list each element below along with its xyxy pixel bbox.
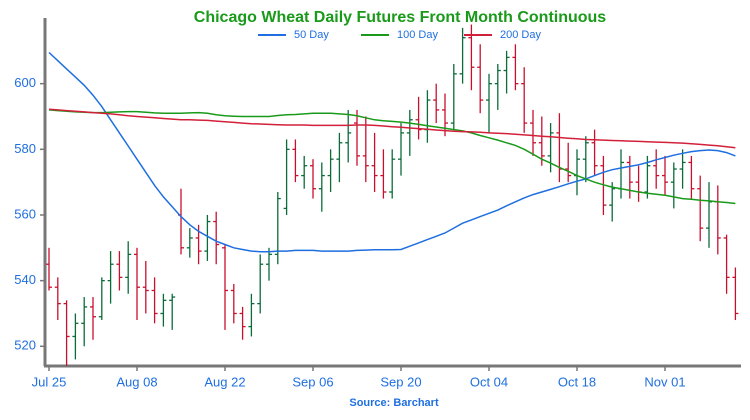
source-note: Source: Barchart	[349, 397, 439, 409]
y-tick-label: 560	[14, 206, 36, 221]
legend-label: 200 Day	[500, 29, 541, 41]
x-tick-label: Sep 06	[292, 374, 333, 389]
moving-average-line	[48, 51, 736, 253]
x-tick-label: Aug 22	[204, 374, 245, 389]
moving-average-line	[48, 109, 736, 205]
chart-title: Chicago Wheat Daily Futures Front Month …	[194, 9, 607, 26]
x-tick-label: Sep 20	[380, 374, 421, 389]
x-tick-label: Oct 18	[558, 374, 596, 389]
x-tick-label: Aug 08	[116, 374, 157, 389]
y-tick-label: 540	[14, 272, 36, 287]
y-tick-label: 520	[14, 338, 36, 353]
x-tick-label: Nov 01	[644, 374, 685, 389]
y-tick-label: 580	[14, 141, 36, 156]
y-tick-label: 600	[14, 75, 36, 90]
x-tick-label: Oct 04	[470, 374, 508, 389]
legend-label: 50 Day	[294, 29, 329, 41]
legend-label: 100 Day	[397, 29, 438, 41]
moving-average-line	[48, 108, 736, 149]
x-tick-label: Jul 25	[32, 374, 67, 389]
